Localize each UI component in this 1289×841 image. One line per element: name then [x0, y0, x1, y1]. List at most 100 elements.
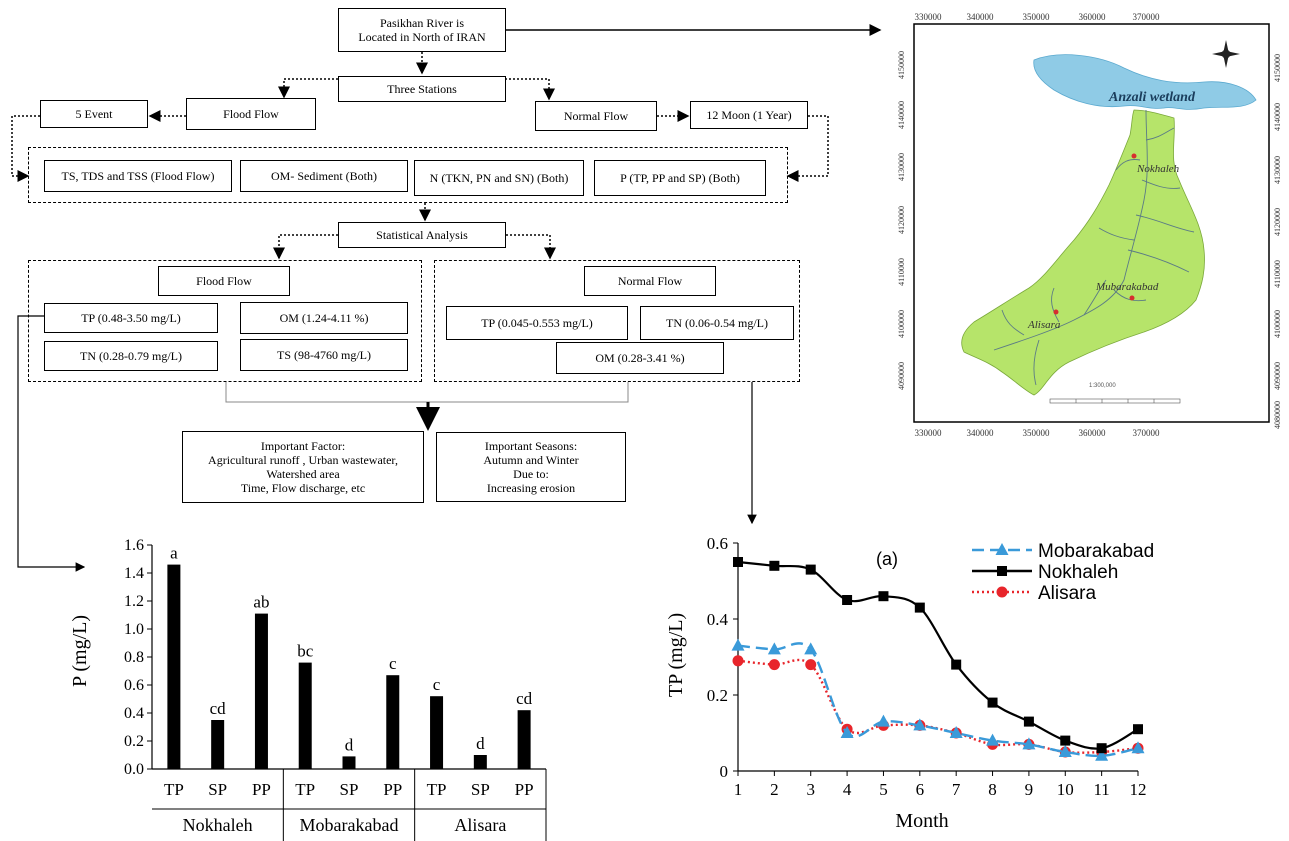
- bar-alisara-tp: [430, 696, 444, 769]
- line-point-mobarakabad: [876, 714, 890, 727]
- line-y-tick-label: 0.6: [707, 534, 728, 553]
- map-top-tick: 350000: [1023, 12, 1051, 22]
- map-bottom-tick: 370000: [1133, 428, 1161, 438]
- factor-line-2: Agricultural runoff , Urban wastewater,: [208, 453, 398, 467]
- map-scale-bar: [1049, 398, 1181, 404]
- line-x-tick-label: 7: [952, 780, 961, 799]
- line-point-mobarakabad: [986, 733, 1000, 746]
- bar-chart: P (mg/L) 0.0 0.2 0.4 0.6 0.8 1.0 1.2 1.4 1.6 a TP c…: [69, 537, 547, 841]
- season-line-1: Important Seasons:: [484, 439, 578, 453]
- normal-tp-box: TP (0.045-0.553 mg/L): [446, 306, 628, 340]
- flood-results-group: [28, 260, 422, 382]
- line-point-nokhaleh: [1096, 743, 1107, 754]
- factor-line-1: Important Factor:: [260, 439, 346, 453]
- bar-significance-letter: d: [345, 735, 354, 754]
- flood-flow-box: Flood Flow: [186, 98, 316, 130]
- line-point-alisara: [732, 655, 744, 667]
- om-parameter-box: OM- Sediment (Both): [240, 160, 408, 192]
- flood-ts-box: TS (98-4760 mg/L): [240, 339, 408, 371]
- bar-x-tick-label: TP: [295, 780, 315, 799]
- bar-plot-area: 0.00.20.40.60.81.01.21.41.6 aTPcdSPabPPNo…: [124, 537, 547, 841]
- important-season-box: Important Seasons: Autumn and Winter Due…: [436, 432, 626, 502]
- bar-mobarakabad-pp: [386, 675, 400, 769]
- map-scale-label: 1:300,000: [1089, 383, 1116, 389]
- moon-box: 12 Moon (1 Year): [690, 101, 808, 129]
- line-point-mobarakabad: [767, 642, 781, 655]
- line-annotation: (a): [876, 549, 898, 569]
- map-top-tick: 370000: [1133, 12, 1161, 22]
- bar-y-axis-label: P (mg/L): [69, 615, 91, 687]
- bar-y-tick-label: 1.4: [124, 565, 144, 582]
- season-line-3: Due to:: [513, 467, 549, 481]
- bar-x-tick-label: TP: [427, 780, 447, 799]
- line-x-tick-label: 1: [734, 780, 743, 799]
- map-top-tick: 360000: [1079, 12, 1107, 22]
- arrow-stations-to-flood: [278, 78, 338, 99]
- flood-results-title: Flood Flow: [158, 266, 290, 296]
- bar-group-label: Nokhaleh: [183, 815, 253, 835]
- map-left-tick: 4100000: [897, 310, 906, 338]
- watershed-map: 330000 340000 350000 360000 370000 33000…: [897, 12, 1282, 438]
- line-x-tick-label: 2: [770, 780, 779, 799]
- line-point-nokhaleh: [805, 564, 816, 575]
- map-left-tick: 4120000: [897, 206, 906, 234]
- event-box: 5 Event: [40, 100, 148, 128]
- line-x-tick-label: 4: [843, 780, 852, 799]
- bar-nokhaleh-sp: [211, 720, 225, 769]
- anzali-wetland: [1033, 54, 1257, 110]
- compass-rose-icon: [1212, 40, 1240, 68]
- bar-x-tick-label: TP: [164, 780, 184, 799]
- line-x-tick-label: 6: [916, 780, 925, 799]
- p-parameter-box: P (TP, PP and SP) (Both): [594, 160, 766, 196]
- map-left-tick: 4130000: [897, 153, 906, 181]
- line-point-nokhaleh: [733, 557, 743, 567]
- line-point-alisara: [805, 659, 817, 671]
- line-x-tick-label: 12: [1130, 780, 1147, 799]
- river-box-line-1: Pasikhan River is: [380, 16, 464, 30]
- line-point-nokhaleh: [1060, 735, 1071, 746]
- bar-significance-letter: ab: [253, 593, 269, 612]
- bar-significance-letter: d: [476, 734, 485, 753]
- stations-box: Three Stations: [338, 76, 506, 102]
- bar-x-tick-label: PP: [515, 780, 534, 799]
- line-point-mobarakabad: [913, 718, 927, 731]
- line-x-tick-label: 3: [806, 780, 815, 799]
- line-point-alisara: [768, 659, 780, 671]
- map-right-tick: 4130000: [1273, 156, 1282, 184]
- map-bottom-tick: 330000: [915, 428, 943, 438]
- map-panel: 330000 340000 350000 360000 370000 33000…: [884, 10, 1289, 440]
- flood-om-box: OM (1.24-4.11 %): [240, 302, 408, 334]
- bar-x-tick-label: SP: [471, 780, 490, 799]
- n-parameter-box: N (TKN, PN and SN) (Both): [414, 160, 584, 196]
- map-left-tick: 4110000: [897, 258, 906, 286]
- line-point-mobarakabad: [804, 642, 818, 655]
- map-left-tick: 4150000: [897, 51, 906, 79]
- line-x-tick-label: 9: [1025, 780, 1034, 799]
- line-point-nokhaleh: [951, 659, 962, 670]
- bar-y-tick-label: 1.6: [124, 537, 144, 554]
- legend-label-mobarakabad: Mobarakabad: [1038, 541, 1154, 562]
- bar-alisara-pp: [517, 710, 531, 769]
- line-point-mobarakabad: [1131, 741, 1145, 754]
- bar-y-tick-label: 0.2: [124, 733, 144, 750]
- arrow-stats-to-normal-results: [506, 234, 556, 260]
- map-bottom-tick: 350000: [1023, 428, 1051, 438]
- line-chart: TP (mg/L) Month (a) 00.20.40.61 2 3 4 5 6 7 8 9 1…: [665, 534, 1154, 832]
- map-right-tick: 4150000: [1273, 54, 1282, 82]
- parameters-group: [28, 147, 788, 203]
- line-point-mobarakabad: [1022, 737, 1036, 750]
- bar-y-tick-label: 0.6: [124, 677, 144, 694]
- important-factor-box: Important Factor: Agricultural runoff , …: [182, 431, 424, 503]
- map-top-tick: 340000: [967, 12, 995, 22]
- statistical-analysis-box: Statistical Analysis: [338, 222, 506, 248]
- map-right-tick: 4080000: [1273, 401, 1282, 429]
- station-dot-nokhaleh: [1131, 153, 1137, 159]
- wetland-label: Anzali wetland: [1108, 90, 1196, 105]
- line-x-tick-label: 11: [1093, 780, 1109, 799]
- season-line-2: Autumn and Winter: [483, 453, 579, 467]
- normal-flow-box: Normal Flow: [535, 101, 657, 131]
- station-dot-mubarakabad: [1129, 295, 1135, 301]
- flood-tn-box: TN (0.28-0.79 mg/L): [44, 341, 218, 371]
- bar-significance-letter: cd: [210, 699, 227, 718]
